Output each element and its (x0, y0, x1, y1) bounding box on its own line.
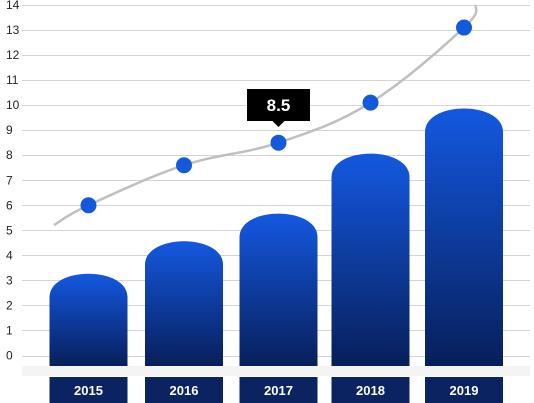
value-tooltip: 8.5 (247, 89, 310, 127)
x-tick-label: 2015 (74, 383, 103, 398)
x-tick-label: 2019 (450, 383, 479, 398)
point-2018 (362, 94, 379, 111)
y-tick-label: 8 (6, 148, 13, 162)
bar-2018 (331, 153, 410, 366)
bar-2016 (145, 241, 223, 366)
point-2017 (270, 134, 287, 151)
y-tick-label: 2 (6, 298, 13, 312)
x-axis-band (22, 366, 530, 376)
point-2016 (176, 157, 192, 174)
y-tick-label: 9 (6, 123, 13, 137)
y-tick-label: 6 (6, 198, 13, 212)
y-tick-label: 4 (6, 248, 13, 262)
bar-series (49, 108, 503, 367)
y-tick-label: 12 (6, 48, 20, 62)
x-tick-label: 2016 (170, 383, 199, 398)
x-axis: 2015 2016 2017 2018 2019 (49, 377, 503, 403)
y-tick-label: 10 (6, 98, 20, 112)
x-label-box-2019 (425, 377, 503, 403)
tooltip-box (247, 89, 310, 127)
y-tick-label: 5 (6, 223, 13, 237)
y-tick-label: 1 (6, 323, 13, 337)
y-tick-label: 11 (6, 73, 19, 87)
y-tick-label: 13 (6, 23, 20, 37)
point-2015 (80, 197, 97, 214)
y-tick-label: 7 (6, 173, 13, 187)
x-label-box-2018 (331, 377, 410, 403)
y-tick-label: 0 (6, 349, 13, 363)
point-2019 (456, 19, 472, 36)
y-tick-label: 14 (6, 0, 20, 12)
bar-2015 (49, 273, 128, 366)
tooltip-label: 8.5 (267, 96, 291, 115)
x-label-box-2015 (49, 377, 128, 403)
x-label-box-2016 (145, 377, 223, 403)
x-tick-label: 2018 (356, 383, 385, 398)
x-tick-label: 2017 (264, 383, 293, 398)
bar-2017 (239, 213, 318, 366)
y-tick-label: 3 (6, 273, 13, 287)
bar-2019 (425, 108, 503, 367)
x-label-box-2017 (239, 377, 318, 403)
point-series (80, 19, 472, 214)
